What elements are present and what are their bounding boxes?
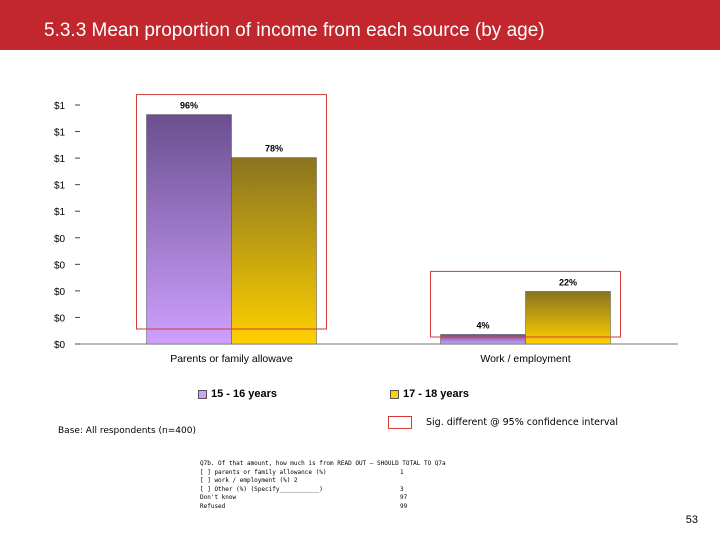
question-line: Q7b. Of that amount, how much is from RE… [200, 460, 480, 469]
significance-box-icon [388, 416, 412, 429]
legend-item-15-16: 15 - 16 years [198, 388, 277, 400]
bar [231, 157, 317, 345]
legend-swatch-15-16 [198, 389, 207, 399]
question-line: Refused 99 [200, 503, 480, 512]
legend-item-17-18: 17 - 18 years [390, 388, 469, 400]
bar [146, 114, 232, 345]
y-tick-label: $1 [54, 207, 66, 218]
question-line-code: 3 [400, 485, 404, 493]
y-tick-label: $0 [54, 234, 66, 245]
question-line: [ ] parents or family allowance (%) 1 [200, 469, 480, 478]
y-tick-label: $0 [54, 260, 66, 271]
data-label: 4% [476, 320, 489, 330]
legend-label-17-18: 17 - 18 years [403, 388, 470, 400]
y-tick-label: $0 [54, 287, 66, 298]
data-label: 22% [559, 277, 577, 287]
legend-swatch-17-18 [390, 389, 399, 399]
question-line-code: 97 [400, 494, 408, 501]
significance-legend: Sig. different @ 95% confidence interval [388, 416, 618, 429]
question-line: [ ] Other (%) (Specify___________) 3 [200, 486, 480, 495]
question-line-text: [ ] parents or family allowance (%) [200, 468, 327, 476]
y-tick-label: $0 [54, 340, 66, 351]
y-tick-label: $1 [54, 101, 66, 112]
question-line-text: [ ] work / employment (%) 2 [200, 477, 298, 484]
data-label: 78% [265, 144, 283, 154]
page-title: 5.3.3 Mean proportion of income from eac… [44, 20, 545, 41]
question-line-text: Q7b. Of that amount, how much is from RE… [200, 460, 446, 467]
question-line-text: Refused [200, 502, 226, 510]
question-line-code: 1 [400, 468, 404, 476]
bar [440, 334, 526, 345]
significance-box [136, 94, 327, 330]
significance-label: Sig. different @ 95% confidence interval [426, 417, 619, 428]
significance-box [430, 270, 621, 338]
x-tick-label: Parents or family allowave [170, 353, 293, 365]
question-line: Don't know 97 [200, 494, 480, 503]
header-bar: 5.3.3 Mean proportion of income from eac… [0, 0, 720, 50]
question-line: [ ] work / employment (%) 2 [200, 477, 480, 486]
y-tick-label: $1 [54, 154, 66, 165]
question-line-text: [ ] Other (%) (Specify___________) [200, 485, 323, 493]
page-number: 53 [685, 514, 698, 526]
question-text: Q7b. Of that amount, how much is from RE… [200, 460, 480, 511]
bar-chart: $0 $0 $0 $0 $0 $1 $1 $1 $1 $1 96% 78% Parents or fam… [54, 94, 678, 365]
data-label: 96% [180, 101, 198, 111]
x-tick-label: Work / employment [480, 353, 570, 365]
legend-label-15-16: 15 - 16 years [211, 388, 278, 400]
question-line-text: Don't know [200, 494, 237, 501]
base-note: Base: All respondents (n=400) [58, 426, 196, 436]
bar [525, 291, 611, 345]
y-tick-label: $0 [54, 313, 66, 324]
y-tick-label: $1 [54, 128, 66, 139]
question-line-code: 99 [400, 502, 408, 510]
y-tick-label: $1 [54, 181, 66, 192]
